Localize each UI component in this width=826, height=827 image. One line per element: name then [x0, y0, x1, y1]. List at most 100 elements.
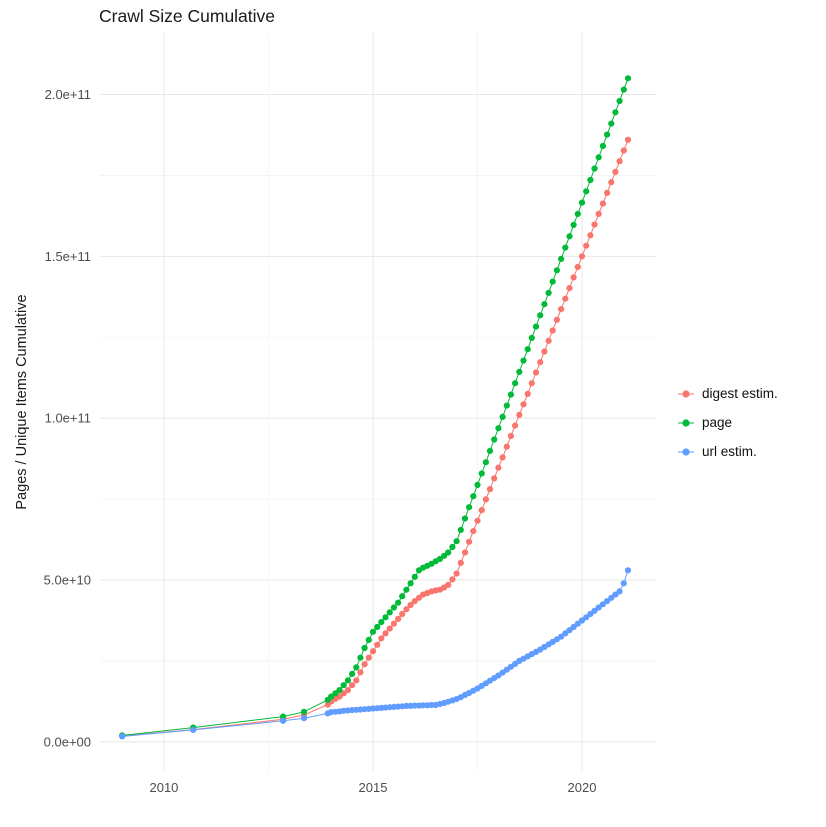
- data-point-url-estim: [591, 607, 598, 614]
- data-point-page: [403, 586, 410, 593]
- data-point-digest-estim: [558, 306, 565, 313]
- data-point-digest-estim: [537, 359, 544, 366]
- data-point-digest-estim: [604, 189, 611, 196]
- data-point-url-estim: [562, 630, 569, 637]
- data-point-digest-estim: [382, 630, 389, 637]
- data-point-digest-estim: [457, 559, 464, 567]
- data-point-digest-estim: [595, 210, 602, 217]
- data-point-page: [495, 425, 502, 432]
- data-point-page: [466, 504, 473, 511]
- data-point-page: [300, 708, 308, 715]
- data-point-digest-estim: [591, 221, 598, 228]
- data-point-digest-estim: [624, 136, 632, 143]
- data-point-page: [595, 154, 602, 161]
- data-point-digest-estim: [449, 576, 456, 583]
- data-point-digest-estim: [570, 274, 577, 281]
- data-point-digest-estim: [495, 464, 502, 471]
- series-page: [119, 75, 632, 739]
- data-point-digest-estim: [503, 443, 510, 450]
- data-point-page: [436, 555, 443, 563]
- data-point-digest-estim: [532, 369, 540, 376]
- data-point-page: [461, 515, 469, 522]
- data-point-digest-estim: [553, 316, 561, 323]
- y-tick-label: 2.0e+11: [45, 87, 91, 102]
- data-point-page: [624, 75, 632, 82]
- data-point-url-estim: [280, 717, 287, 724]
- legend-key-icon: [678, 389, 694, 398]
- data-point-digest-estim: [369, 648, 377, 655]
- data-point-digest-estim: [365, 654, 372, 661]
- data-point-page: [566, 233, 573, 240]
- data-point-digest-estim: [599, 200, 607, 207]
- data-point-digest-estim: [528, 380, 535, 387]
- data-point-digest-estim: [549, 327, 556, 334]
- data-point-page: [399, 593, 406, 600]
- data-point-page: [562, 244, 569, 251]
- data-point-page: [524, 346, 531, 353]
- y-tick-label: 1.5e+11: [45, 249, 91, 264]
- data-point-page: [541, 301, 548, 308]
- data-point-digest-estim: [545, 337, 552, 344]
- data-point-digest-estim: [620, 147, 627, 154]
- data-point-digest-estim: [340, 690, 347, 697]
- data-point-url-estim: [604, 598, 611, 605]
- data-point-page: [616, 97, 623, 105]
- data-point-digest-estim: [587, 232, 594, 239]
- data-point-page: [612, 109, 619, 116]
- series-digest-estim: [119, 136, 632, 740]
- data-point-digest-estim: [478, 507, 485, 514]
- y-tick-label: 5.0e+10: [44, 573, 91, 588]
- legend-key-icon: [678, 447, 694, 456]
- data-point-digest-estim: [466, 538, 473, 545]
- data-point-page: [449, 543, 456, 551]
- data-point-page: [549, 278, 556, 285]
- data-point-url-estim: [558, 633, 565, 640]
- data-point-digest-estim: [574, 263, 581, 271]
- data-point-page: [574, 210, 581, 217]
- data-point-digest-estim: [486, 486, 494, 493]
- data-point-url-estim: [190, 726, 197, 734]
- data-point-page: [474, 481, 481, 488]
- data-point-url-estim: [620, 580, 627, 587]
- x-tick-label: 2010: [149, 780, 178, 795]
- data-point-page: [344, 677, 351, 684]
- data-point-page: [407, 580, 414, 587]
- data-point-page: [537, 312, 544, 319]
- legend-item-url-estim: url estim.: [676, 437, 778, 466]
- data-point-digest-estim: [386, 625, 393, 632]
- data-point-page: [528, 334, 535, 341]
- data-point-page: [558, 255, 565, 262]
- data-point-digest-estim: [445, 581, 452, 589]
- legend-label: page: [702, 415, 733, 430]
- data-point-page: [545, 289, 552, 296]
- legend-label: digest estim.: [702, 386, 778, 401]
- data-point-page: [482, 459, 489, 466]
- data-point-page: [374, 623, 381, 631]
- data-point-url-estim: [570, 623, 577, 631]
- data-point-page: [395, 599, 402, 606]
- data-point-digest-estim: [499, 454, 506, 461]
- data-point-page: [365, 636, 372, 644]
- data-point-digest-estim: [407, 601, 414, 609]
- data-point-digest-estim: [470, 528, 477, 535]
- data-point-digest-estim: [578, 253, 586, 260]
- data-point-page: [361, 644, 368, 652]
- data-point-digest-estim: [395, 615, 402, 623]
- legend-key-icon: [678, 418, 694, 427]
- data-point-page: [411, 573, 418, 580]
- data-point-digest-estim: [511, 422, 519, 429]
- x-tick-label: 2020: [568, 780, 597, 795]
- data-point-page: [578, 199, 586, 206]
- data-point-digest-estim: [507, 432, 514, 440]
- chart-title: Crawl Size Cumulative: [99, 6, 276, 26]
- data-point-page: [591, 165, 598, 172]
- data-point-page: [583, 188, 590, 195]
- data-point-url-estim: [595, 604, 602, 611]
- data-point-digest-estim: [453, 570, 460, 577]
- legend: digest estim. page url estim.: [676, 379, 778, 466]
- legend-label: url estim.: [702, 444, 757, 459]
- data-point-page: [353, 664, 360, 671]
- legend-item-digest-estim: digest estim.: [676, 379, 778, 408]
- data-point-digest-estim: [461, 549, 469, 556]
